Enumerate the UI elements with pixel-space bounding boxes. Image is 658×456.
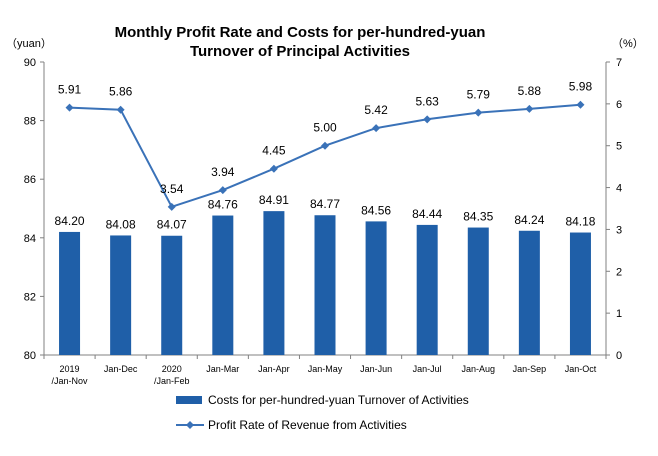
- x-axis-category-label: Jan-Sep: [513, 364, 547, 374]
- x-axis-category-label: Jan-Oct: [565, 364, 597, 374]
- right-axis-tick-label: 3: [616, 224, 622, 236]
- right-axis-tick-label: 4: [616, 183, 622, 195]
- line-point-marker: [321, 141, 329, 150]
- line-data-label: 3.54: [160, 182, 184, 196]
- left-axis-tick-label: 88: [24, 116, 36, 128]
- line-point-marker: [218, 186, 227, 195]
- bar-data-label: 84.91: [259, 193, 289, 207]
- bar-data-label: 84.24: [514, 213, 544, 227]
- x-axis-category-label: Jan-Jun: [360, 364, 392, 374]
- x-axis-category-label: Jan-Dec: [104, 364, 138, 374]
- line-point-marker: [167, 202, 176, 211]
- x-axis-category-label: Jan-Jul: [413, 364, 442, 374]
- bar-data-label: 84.08: [106, 217, 136, 231]
- bar: [59, 231, 81, 355]
- right-axis-tick-label: 5: [616, 141, 622, 153]
- line-point-marker: [423, 115, 432, 124]
- line-data-label: 5.42: [364, 103, 388, 117]
- bar: [365, 221, 387, 355]
- chart-title-line-1: Monthly Profit Rate and Costs for per-hu…: [114, 24, 486, 41]
- line-data-label: 5.00: [313, 121, 337, 135]
- line-point-marker: [65, 103, 74, 112]
- legend-line-label: Profit Rate of Revenue from Activities: [208, 418, 407, 432]
- line-point-marker: [372, 124, 381, 133]
- bar-data-label: 84.35: [463, 210, 493, 224]
- line-point-marker: [525, 104, 534, 113]
- legend-bar-label: Costs for per-hundred-yuan Turnover of A…: [208, 393, 469, 407]
- left-axis-tick-label: 90: [24, 57, 36, 69]
- bar-data-label: 84.18: [565, 215, 595, 229]
- line-point-marker: [269, 164, 278, 173]
- right-axis-tick-label: 6: [616, 99, 622, 111]
- line-data-label: 5.88: [518, 84, 542, 98]
- bar: [518, 230, 540, 355]
- line-point-marker: [576, 100, 585, 109]
- line-data-label: 3.94: [211, 165, 235, 179]
- chart-title-line-2: Turnover of Principal Activities: [189, 43, 411, 60]
- legend-line-marker: [186, 421, 194, 429]
- bar-data-label: 84.44: [412, 207, 442, 221]
- line-data-label: 5.63: [416, 94, 440, 108]
- line-data-label: 5.98: [569, 80, 593, 94]
- x-axis-category-label: 2019: [60, 364, 80, 374]
- bar-data-label: 84.77: [310, 197, 340, 211]
- bar: [110, 235, 132, 355]
- legend-bar-swatch: [176, 396, 202, 404]
- line-data-label: 5.91: [58, 83, 82, 97]
- line-data-label: 5.86: [109, 85, 133, 99]
- x-axis-category-label: Jan-Mar: [206, 364, 239, 374]
- line-data-label: 4.45: [262, 144, 286, 158]
- bar: [161, 235, 183, 355]
- left-axis-tick-label: 82: [24, 291, 36, 303]
- bar: [263, 211, 285, 355]
- bar: [416, 224, 438, 355]
- left-axis-unit: （yuan）: [6, 37, 52, 50]
- right-axis-unit: （%）: [612, 37, 644, 50]
- x-axis-category-label: Jan-May: [308, 364, 343, 374]
- bar: [314, 215, 336, 355]
- bar: [467, 227, 489, 355]
- bar-data-label: 84.07: [157, 218, 187, 232]
- left-axis-tick-label: 86: [24, 174, 36, 186]
- x-axis-category-label: /Jan-Nov: [52, 376, 89, 386]
- right-axis-tick-label: 1: [616, 308, 622, 320]
- right-axis-tick-label: 2: [616, 266, 622, 278]
- bar-data-label: 84.20: [55, 214, 85, 228]
- x-axis-category-label: Jan-Aug: [462, 364, 496, 374]
- line-data-label: 5.79: [467, 88, 491, 102]
- x-axis-category-label: 2020: [162, 364, 182, 374]
- bar: [569, 232, 591, 355]
- x-axis-category-label: /Jan-Feb: [154, 376, 190, 386]
- x-axis-category-label: Jan-Apr: [258, 364, 290, 374]
- line-point-marker: [116, 105, 125, 114]
- bar: [212, 215, 234, 355]
- line-point-marker: [474, 108, 483, 117]
- bar-data-label: 84.76: [208, 198, 238, 212]
- left-axis-tick-label: 80: [24, 350, 36, 362]
- left-axis-tick-label: 84: [24, 233, 36, 245]
- right-axis-tick-label: 0: [616, 350, 622, 362]
- bar-data-label: 84.56: [361, 203, 391, 217]
- right-axis-tick-label: 7: [616, 57, 622, 69]
